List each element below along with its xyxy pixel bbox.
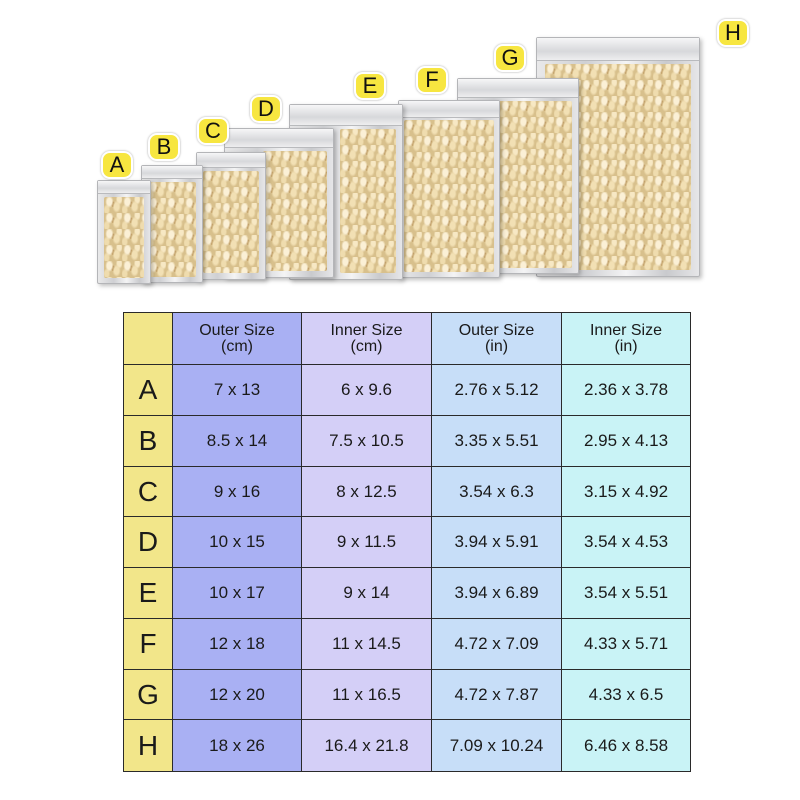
size-cell-inner-cm: 7.5 x 10.5	[302, 416, 432, 467]
size-cell-outer-cm: 10 x 17	[173, 568, 302, 619]
size-cell-inner-in: 3.54 x 4.53	[562, 517, 690, 568]
size-cell-inner-in: 2.36 x 3.78	[562, 365, 690, 416]
row-label: C	[124, 467, 173, 517]
size-cell-outer-in: 3.54 x 6.3	[432, 467, 562, 517]
size-cell-inner-cm: 9 x 11.5	[302, 517, 432, 568]
header-inner-in-line2: (in)	[614, 337, 638, 355]
header-outer-cm-line2: (cm)	[221, 337, 253, 355]
size-cell-outer-in: 3.94 x 5.91	[432, 517, 562, 568]
row-label: E	[124, 568, 173, 619]
size-cell-inner-in: 3.54 x 5.51	[562, 568, 690, 619]
header-inner-cm-line1: Inner Size	[330, 321, 403, 339]
size-cell-outer-in: 3.35 x 5.51	[432, 416, 562, 467]
bag-label-c: C	[197, 117, 229, 145]
size-cell-outer-in: 3.94 x 6.89	[432, 568, 562, 619]
header-inner-in: Inner Size (in)	[562, 313, 690, 365]
size-cell-outer-in: 4.72 x 7.09	[432, 619, 562, 670]
bag-label-h: H	[717, 19, 749, 47]
header-outer-cm-line1: Outer Size	[199, 321, 275, 339]
bag-label-d: D	[250, 95, 282, 123]
bag-label-b: B	[148, 133, 180, 161]
size-cell-inner-in: 6.46 x 8.58	[562, 720, 690, 771]
row-label: G	[124, 670, 173, 720]
bag-label-a: A	[101, 151, 133, 179]
header-inner-in-line1: Inner Size	[589, 321, 663, 339]
bags-illustration: A B C D E F G H	[0, 0, 800, 300]
header-outer-cm: Outer Size (cm)	[173, 313, 302, 365]
row-label: D	[124, 517, 173, 568]
bag-label-g: G	[494, 44, 526, 72]
bag-label-e: E	[354, 72, 386, 100]
size-cell-inner-cm: 8 x 12.5	[302, 467, 432, 517]
size-cell-inner-in: 4.33 x 6.5	[562, 670, 690, 720]
size-cell-outer-cm: 18 x 26	[173, 720, 302, 771]
bag-label-f: F	[416, 66, 448, 94]
bag-c	[196, 152, 266, 280]
size-cell-inner-cm: 11 x 16.5	[302, 670, 432, 720]
header-outer-in-line2: (in)	[484, 337, 509, 355]
size-cell-inner-cm: 11 x 14.5	[302, 619, 432, 670]
size-cell-outer-cm: 12 x 18	[173, 619, 302, 670]
header-inner-cm: Inner Size (cm)	[302, 313, 432, 365]
size-cell-outer-in: 4.72 x 7.87	[432, 670, 562, 720]
row-label: A	[124, 365, 173, 416]
size-cell-inner-in: 3.15 x 4.92	[562, 467, 690, 517]
size-cell-outer-cm: 7 x 13	[173, 365, 302, 416]
row-label: H	[124, 720, 173, 771]
header-outer-in: Outer Size (in)	[432, 313, 562, 365]
header-outer-in-line1: Outer Size	[458, 321, 535, 339]
size-cell-inner-in: 2.95 x 4.13	[562, 416, 690, 467]
bag-b	[141, 165, 203, 283]
size-table: Outer Size (cm) Inner Size (cm) Outer Si…	[123, 312, 691, 772]
header-corner	[124, 313, 173, 365]
size-cell-outer-in: 2.76 x 5.12	[432, 365, 562, 416]
size-cell-inner-cm: 16.4 x 21.8	[302, 720, 432, 771]
size-cell-outer-cm: 10 x 15	[173, 517, 302, 568]
size-cell-outer-cm: 9 x 16	[173, 467, 302, 517]
row-label: B	[124, 416, 173, 467]
size-cell-inner-in: 4.33 x 5.71	[562, 619, 690, 670]
bag-f	[398, 100, 500, 278]
size-cell-inner-cm: 6 x 9.6	[302, 365, 432, 416]
size-cell-inner-cm: 9 x 14	[302, 568, 432, 619]
bag-a	[97, 180, 151, 284]
size-cell-outer-in: 7.09 x 10.24	[432, 720, 562, 771]
header-inner-cm-line2: (cm)	[350, 337, 383, 355]
size-cell-outer-cm: 8.5 x 14	[173, 416, 302, 467]
size-cell-outer-cm: 12 x 20	[173, 670, 302, 720]
row-label: F	[124, 619, 173, 670]
